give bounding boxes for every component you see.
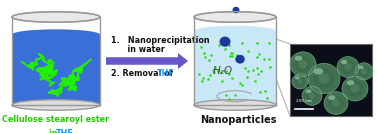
Ellipse shape [324,92,348,114]
Polygon shape [194,31,276,105]
Ellipse shape [194,26,276,36]
Ellipse shape [341,60,355,74]
Ellipse shape [299,60,308,68]
Ellipse shape [305,89,311,93]
Ellipse shape [220,37,231,47]
Ellipse shape [235,55,245,64]
Ellipse shape [292,74,308,89]
Ellipse shape [358,66,370,77]
Ellipse shape [314,68,323,75]
FancyArrow shape [106,53,188,69]
Ellipse shape [341,60,347,64]
Text: 1.   Nanoprecipitation: 1. Nanoprecipitation [111,36,210,45]
Ellipse shape [302,86,322,105]
Ellipse shape [358,66,364,69]
Ellipse shape [290,52,316,76]
Ellipse shape [347,80,354,85]
Ellipse shape [342,76,368,101]
Polygon shape [290,44,372,116]
Ellipse shape [344,63,352,71]
Ellipse shape [361,68,367,74]
Ellipse shape [294,56,302,61]
Text: in water: in water [111,45,165,54]
Ellipse shape [347,81,364,97]
Ellipse shape [232,7,240,13]
Ellipse shape [305,90,319,102]
Ellipse shape [295,76,305,86]
Ellipse shape [295,76,300,79]
Ellipse shape [294,56,311,72]
Ellipse shape [314,69,335,88]
Ellipse shape [328,96,344,110]
Ellipse shape [350,84,359,93]
Ellipse shape [355,63,373,80]
Ellipse shape [12,29,100,40]
Text: THF: THF [56,129,74,133]
Text: Cellulose stearoyl ester: Cellulose stearoyl ester [2,115,110,124]
Text: in: in [49,129,60,133]
Polygon shape [12,35,100,105]
Text: Nanoparticles: Nanoparticles [200,115,276,125]
Polygon shape [12,17,100,105]
Text: 200 nm: 200 nm [296,99,312,103]
Ellipse shape [12,12,100,22]
Ellipse shape [318,73,330,84]
Ellipse shape [297,79,303,84]
Ellipse shape [332,99,340,107]
Text: THF: THF [157,69,175,78]
Text: 2. Removal of: 2. Removal of [111,69,176,78]
Ellipse shape [308,63,340,94]
Ellipse shape [308,93,316,99]
Ellipse shape [194,12,276,22]
Ellipse shape [328,95,335,100]
Polygon shape [194,17,276,105]
Text: H₂O: H₂O [213,66,233,76]
Ellipse shape [12,100,100,110]
Ellipse shape [194,100,276,110]
Ellipse shape [337,57,359,78]
